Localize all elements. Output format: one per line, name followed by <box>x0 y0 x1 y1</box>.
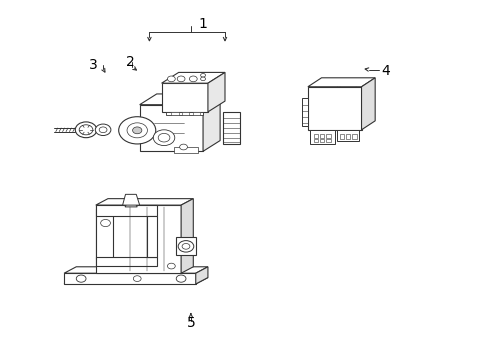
Polygon shape <box>351 134 356 139</box>
Polygon shape <box>345 134 349 139</box>
Polygon shape <box>161 72 224 83</box>
Polygon shape <box>361 78 374 130</box>
Polygon shape <box>310 130 334 144</box>
Text: 5: 5 <box>186 316 195 330</box>
Polygon shape <box>182 112 189 115</box>
Polygon shape <box>140 94 220 105</box>
Polygon shape <box>176 237 195 255</box>
Circle shape <box>178 240 193 252</box>
Polygon shape <box>173 147 198 153</box>
Circle shape <box>200 73 205 77</box>
Circle shape <box>177 76 184 82</box>
Circle shape <box>79 125 93 135</box>
Circle shape <box>95 124 111 135</box>
Polygon shape <box>96 257 157 266</box>
Text: 4: 4 <box>381 64 389 78</box>
Polygon shape <box>195 267 207 284</box>
Text: 2: 2 <box>125 55 134 69</box>
Polygon shape <box>339 134 343 139</box>
Text: 3: 3 <box>89 58 98 72</box>
Polygon shape <box>122 194 140 205</box>
Circle shape <box>167 76 175 82</box>
Circle shape <box>200 77 205 81</box>
Polygon shape <box>140 105 203 151</box>
Polygon shape <box>64 267 207 273</box>
Polygon shape <box>302 98 307 126</box>
Polygon shape <box>64 278 207 284</box>
Polygon shape <box>96 205 181 273</box>
Circle shape <box>127 123 147 138</box>
Polygon shape <box>166 112 203 115</box>
Polygon shape <box>203 94 220 151</box>
Circle shape <box>158 134 169 142</box>
Circle shape <box>182 243 189 249</box>
Circle shape <box>101 220 110 226</box>
Polygon shape <box>307 78 374 87</box>
Circle shape <box>75 122 97 138</box>
Polygon shape <box>147 216 157 257</box>
Circle shape <box>176 275 185 282</box>
Circle shape <box>99 127 107 133</box>
Circle shape <box>119 117 156 144</box>
Polygon shape <box>313 134 318 138</box>
Polygon shape <box>161 83 207 112</box>
Polygon shape <box>96 199 193 205</box>
Polygon shape <box>181 199 193 273</box>
Polygon shape <box>326 139 330 142</box>
Polygon shape <box>313 139 318 142</box>
Polygon shape <box>96 209 113 259</box>
Circle shape <box>153 130 174 145</box>
Polygon shape <box>171 112 178 115</box>
Polygon shape <box>192 112 200 115</box>
Polygon shape <box>125 198 137 207</box>
Circle shape <box>179 144 187 150</box>
Circle shape <box>76 275 86 282</box>
Text: 1: 1 <box>198 17 207 31</box>
Circle shape <box>167 263 175 269</box>
Polygon shape <box>307 87 361 130</box>
Circle shape <box>189 76 197 82</box>
Polygon shape <box>320 139 324 142</box>
Polygon shape <box>64 273 195 284</box>
Polygon shape <box>222 112 239 144</box>
Circle shape <box>133 276 141 282</box>
Polygon shape <box>326 134 330 138</box>
Polygon shape <box>207 72 224 112</box>
Polygon shape <box>336 130 358 140</box>
Polygon shape <box>96 205 157 216</box>
Circle shape <box>132 127 142 134</box>
Polygon shape <box>320 134 324 138</box>
